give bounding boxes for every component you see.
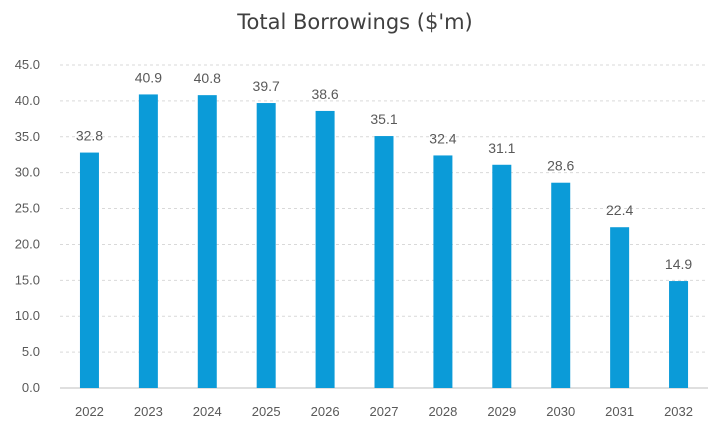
y-tick-label: 10.0 xyxy=(15,308,40,323)
x-tick-label: 2022 xyxy=(75,404,104,419)
data-label: 31.1 xyxy=(488,140,515,156)
x-tick-label: 2031 xyxy=(605,404,634,419)
y-tick-label: 20.0 xyxy=(15,236,40,251)
bar xyxy=(551,182,571,388)
y-tick-label: 0.0 xyxy=(22,380,40,395)
x-tick-label: 2030 xyxy=(546,404,575,419)
bar xyxy=(433,155,453,388)
data-label: 35.1 xyxy=(370,111,397,127)
y-tick-label: 15.0 xyxy=(15,272,40,287)
bar xyxy=(374,136,394,388)
y-tick-label: 45.0 xyxy=(15,57,40,72)
data-label: 40.8 xyxy=(194,70,221,86)
x-tick-label: 2028 xyxy=(428,404,457,419)
bar xyxy=(610,227,630,388)
data-label: 40.9 xyxy=(135,69,162,85)
y-tick-label: 25.0 xyxy=(15,201,40,216)
x-tick-label: 2023 xyxy=(134,404,163,419)
bar xyxy=(315,110,335,388)
data-label: 32.8 xyxy=(76,128,103,144)
chart-title: Total Borrowings ($'m) xyxy=(237,10,473,34)
data-label: 28.6 xyxy=(547,158,574,174)
x-tick-label: 2026 xyxy=(311,404,340,419)
bar xyxy=(669,281,689,388)
bar xyxy=(197,95,217,388)
bar xyxy=(256,103,276,388)
x-tick-label: 2032 xyxy=(664,404,693,419)
x-tick-label: 2025 xyxy=(252,404,281,419)
x-tick-label: 2027 xyxy=(370,404,399,419)
x-tick-label: 2029 xyxy=(487,404,516,419)
bar xyxy=(138,94,158,388)
x-tick-label: 2024 xyxy=(193,404,222,419)
y-tick-label: 30.0 xyxy=(15,165,40,180)
bar xyxy=(79,152,99,388)
y-tick-label: 35.0 xyxy=(15,129,40,144)
data-label: 22.4 xyxy=(606,202,633,218)
y-tick-label: 40.0 xyxy=(15,93,40,108)
y-tick-label: 5.0 xyxy=(22,344,40,359)
data-label: 32.4 xyxy=(429,130,456,146)
data-label: 14.9 xyxy=(665,256,692,272)
data-label: 39.7 xyxy=(253,78,280,94)
bar xyxy=(492,164,512,388)
data-label: 38.6 xyxy=(311,86,338,102)
